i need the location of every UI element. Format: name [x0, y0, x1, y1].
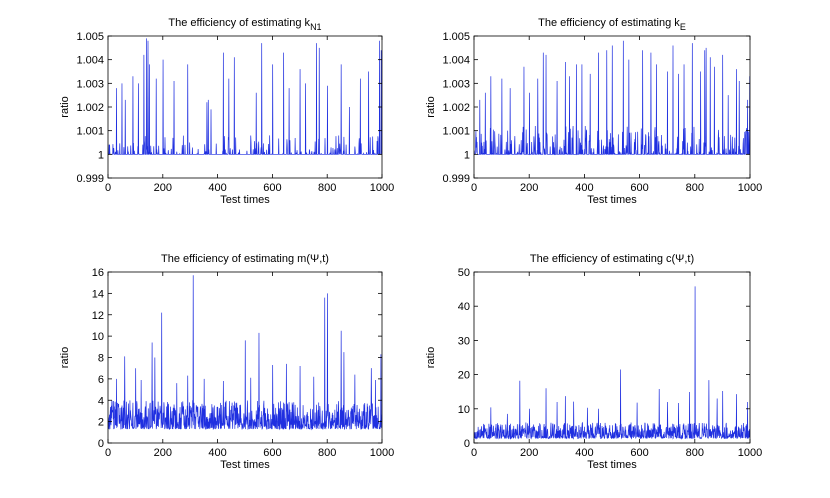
x-tick-label: 400	[575, 447, 593, 459]
y-axis-label: ratio	[59, 96, 71, 117]
chart-title: The efficiency of estimating c(Ψ,t)	[530, 253, 694, 265]
y-tick-label: 40	[458, 301, 470, 313]
y-tick-label: 1.005	[76, 31, 104, 43]
y-tick-label: 1.001	[76, 126, 104, 138]
y-tick-label: 1.003	[76, 78, 104, 90]
x-tick-label: 600	[263, 182, 281, 194]
x-tick-label: 200	[520, 182, 538, 194]
y-tick-label: 12	[92, 310, 104, 322]
y-tick-label: 1	[464, 149, 470, 161]
x-tick-label: 0	[471, 447, 477, 459]
y-tick-label: 2	[98, 417, 104, 429]
x-tick-label: 600	[630, 447, 648, 459]
y-tick-label: 16	[92, 267, 104, 279]
x-tick-label: 400	[208, 182, 226, 194]
y-tick-label: 10	[458, 404, 470, 416]
chart-panel-3: 0 200 400 600 800 1000 0 2 4 6 8 10 12 14 16 Test times…	[59, 253, 394, 471]
y-tick-label: 1.002	[442, 102, 470, 114]
y-tick-label: 0.999	[442, 173, 470, 185]
x-tick-label: 1000	[370, 182, 394, 194]
x-tick-label: 200	[154, 447, 172, 459]
x-tick-label: 800	[318, 182, 336, 194]
y-tick-label: 20	[458, 370, 470, 382]
chart-panel-1: 0 200 400 600 800 1000 0.999 1 1.001 1.002 1.003 1.…	[59, 17, 394, 206]
series-line-4	[474, 286, 750, 440]
y-tick-label: 6	[98, 374, 104, 386]
x-tick-label: 800	[686, 447, 704, 459]
series-line-2	[474, 40, 750, 156]
y-tick-label: 1.005	[442, 31, 470, 43]
chart-title: The efficiency of estimating kE	[538, 17, 686, 32]
y-tick-label: 50	[458, 267, 470, 279]
x-tick-label: 600	[630, 182, 648, 194]
series-line-1	[108, 38, 382, 155]
y-tick-label: 10	[92, 331, 104, 343]
chart-panel-4: 0 200 400 600 800 1000 0 10 20 30 40 50 Test times ra…	[425, 253, 762, 471]
x-tick-label: 0	[105, 182, 111, 194]
y-tick-label: 1.001	[442, 126, 470, 138]
y-tick-label: 0.999	[76, 173, 104, 185]
y-tick-label: 1.002	[76, 102, 104, 114]
x-axis-label: Test times	[220, 194, 270, 206]
y-tick-label: 8	[98, 353, 104, 365]
x-tick-label: 400	[208, 447, 226, 459]
x-axis-label: Test times	[587, 459, 637, 471]
x-axis-label: Test times	[587, 194, 637, 206]
x-tick-label: 600	[263, 447, 281, 459]
y-axis-label: ratio	[425, 96, 437, 117]
y-tick-label: 0	[464, 438, 470, 450]
plot-frame	[473, 271, 751, 444]
x-tick-label: 1000	[738, 447, 762, 459]
x-tick-label: 400	[575, 182, 593, 194]
x-tick-label: 200	[520, 447, 538, 459]
y-tick-label: 1.004	[76, 55, 104, 67]
x-tick-label: 1000	[370, 447, 394, 459]
chart-panel-2: 0 200 400 600 800 1000 0.999 1 1.001 1.002 1.003 1.…	[425, 17, 762, 206]
y-tick-label: 0	[98, 438, 104, 450]
y-tick-label: 4	[98, 395, 104, 407]
x-tick-label: 1000	[738, 182, 762, 194]
chart-title: The efficiency of estimating kN1	[168, 17, 321, 32]
y-axis-label: ratio	[425, 347, 437, 368]
x-tick-label: 0	[105, 447, 111, 459]
y-tick-label: 30	[458, 335, 470, 347]
y-tick-label: 1.003	[442, 78, 470, 90]
y-axis-label: ratio	[59, 347, 71, 368]
y-tick-label: 1.004	[442, 55, 470, 67]
x-tick-label: 800	[686, 182, 704, 194]
series-line-3	[108, 275, 382, 431]
y-tick-label: 14	[92, 288, 104, 300]
x-tick-label: 800	[318, 447, 336, 459]
x-axis-label: Test times	[220, 459, 270, 471]
chart-title: The efficiency of estimating m(Ψ,t)	[161, 253, 329, 265]
x-tick-label: 0	[471, 182, 477, 194]
y-tick-label: 1	[98, 149, 104, 161]
x-tick-label: 200	[154, 182, 172, 194]
